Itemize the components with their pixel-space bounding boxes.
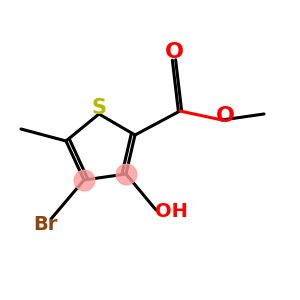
Text: S: S <box>92 98 106 118</box>
Text: O: O <box>164 43 184 62</box>
Point <box>82 178 86 182</box>
Point <box>124 172 128 176</box>
Text: OH: OH <box>154 202 188 221</box>
Text: Br: Br <box>33 215 57 235</box>
Text: O: O <box>215 106 235 125</box>
